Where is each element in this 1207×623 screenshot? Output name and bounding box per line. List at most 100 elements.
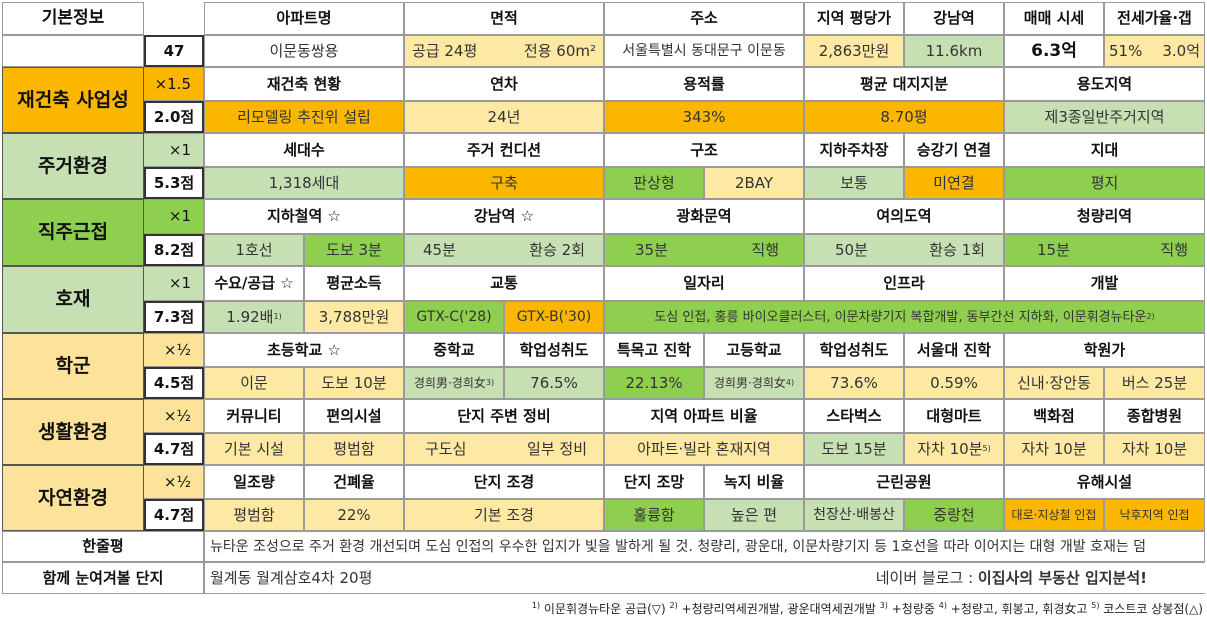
gtx-b: GTX-B('30) xyxy=(504,301,604,333)
header-far: 용적률 xyxy=(604,67,804,101)
footnote-3-text: +청량중 xyxy=(887,602,939,616)
footnote-2-text: +청량리역세권개발, 광운대역세권개발 xyxy=(677,602,880,616)
cheongnyangni-time: 15분 xyxy=(1037,240,1070,259)
middle-school-names: 경희男·경희女 xyxy=(413,376,486,390)
header-transport: 교통 xyxy=(404,266,604,301)
demand-supply-value: 1.92배 xyxy=(226,307,274,326)
school-score: 4.5점 xyxy=(144,367,204,399)
area-supply: 공급 24평 xyxy=(412,41,478,60)
section-school-label: 학군 xyxy=(2,333,144,399)
header-age: 연차 xyxy=(404,67,604,101)
analysis-sheet: 기본정보 47 아파트명 면적 주소 지역 평당가 강남역 매매 시세 전세가율… xyxy=(2,2,1205,594)
surroundings-old: 구도심 xyxy=(425,439,467,458)
compare-complex: 월계동 월계삼호4차 20평 xyxy=(210,568,373,587)
commute-multiplier: ×1 xyxy=(144,199,204,234)
header-sunlight: 일조량 xyxy=(204,465,304,499)
header-snu: 서울대 진학 xyxy=(904,333,1004,367)
header-rebuild-status: 재건축 현황 xyxy=(204,67,404,101)
starbucks-distance: 도보 15분 xyxy=(804,433,904,465)
header-zoning: 용도지역 xyxy=(1004,67,1205,101)
header-area: 면적 xyxy=(404,2,604,35)
header-elementary: 초등학교 ☆ xyxy=(204,333,404,367)
header-address: 주소 xyxy=(604,2,804,35)
mart-distance: 자차 10분 5) xyxy=(904,433,1004,465)
footnote-3-no: 3) xyxy=(879,601,888,610)
gtx-c: GTX-C('28) xyxy=(404,301,504,333)
building-age: 24년 xyxy=(404,101,604,133)
mart-distance-text: 자차 10분 xyxy=(917,439,983,458)
section-rebuild-label: 재건축 사업성 xyxy=(2,67,144,133)
header-hospital: 종합병원 xyxy=(1104,399,1205,433)
header-apt-ratio: 지역 아파트 비율 xyxy=(604,399,804,433)
avg-income: 3,788만원 xyxy=(304,301,404,333)
rebuild-multiplier: ×1.5 xyxy=(144,67,204,101)
basic-info-label: 기본정보 xyxy=(2,2,144,35)
header-structure: 구조 xyxy=(604,133,804,167)
footnote-2-no: 2) xyxy=(669,601,678,610)
high-score: 73.6% xyxy=(804,367,904,399)
yeouido-transfer: 환승 1회 xyxy=(929,240,985,259)
subway-line: 1호선 xyxy=(204,234,304,266)
header-gangnam: 강남역 xyxy=(904,2,1004,35)
compare-row: 월계동 월계삼호4차 20평 네이버 블로그 : 이집사의 부동산 입지분석! xyxy=(204,562,1205,594)
park-mountains: 천장산·배봉산 xyxy=(804,499,904,531)
blog-prefix: 네이버 블로그 : xyxy=(875,568,978,587)
apt-name: 이문동쌍용 xyxy=(204,35,404,67)
living-score: 5.3점 xyxy=(144,167,204,199)
housing-condition: 구축 xyxy=(404,167,604,199)
academy-area: 신내·장안동 xyxy=(1004,367,1104,399)
convenience: 평범함 xyxy=(304,433,404,465)
snu-rate: 0.59% xyxy=(904,367,1004,399)
hazard-road-rail: 대로·지상철 인접 xyxy=(1004,499,1104,531)
header-high: 고등학교 xyxy=(704,333,804,367)
yeouido-time: 50분 xyxy=(835,240,868,259)
life-multiplier: ×½ xyxy=(144,399,204,433)
header-special-hs: 특목고 진학 xyxy=(604,333,704,367)
sunlight: 평범함 xyxy=(204,499,304,531)
nature-multiplier: ×½ xyxy=(144,465,204,499)
landscape: 기본 조경 xyxy=(404,499,604,531)
footnotes: 1) 이문휘경뉴타운 공급(▽) 2) +청량리역세권개발, 광운대역세권개발 … xyxy=(0,600,1203,617)
header-subway: 지하철역 ☆ xyxy=(204,199,404,234)
header-apt-name: 아파트명 xyxy=(204,2,404,35)
community: 기본 시설 xyxy=(204,433,304,465)
header-parking: 지하주차장 xyxy=(804,133,904,167)
gwanghwamun-transfer: 직행 xyxy=(751,240,779,259)
header-jeonse-gap: 전세가율·갭 xyxy=(1104,2,1205,35)
apartment-number: 47 xyxy=(144,35,204,67)
header-development: 개발 xyxy=(1004,266,1205,301)
gangnam-transfer: 환승 2회 xyxy=(529,240,585,259)
living-multiplier: ×1 xyxy=(144,133,204,167)
high-school: 경희男·경희女 4) xyxy=(704,367,804,399)
life-score: 4.7점 xyxy=(144,433,204,465)
rebuild-status: 리모델링 추진위 설립 xyxy=(204,101,404,133)
department-distance: 자차 10분 xyxy=(1004,433,1104,465)
development-projects-text: 도심 인접, 홍릉 바이오클러스터, 이문차량기지 복합개발, 동부간선 지하화… xyxy=(654,309,1147,325)
boom-multiplier: ×1 xyxy=(144,266,204,301)
header-landscape: 단지 조경 xyxy=(404,465,604,499)
development-projects: 도심 인접, 홍릉 바이오클러스터, 이문차량기지 복합개발, 동부간선 지하화… xyxy=(604,301,1205,333)
yeouido-commute: 50분 환승 1회 xyxy=(804,234,1004,266)
header-high-score: 학업성취도 xyxy=(804,333,904,367)
cheongnyangni-transfer: 직행 xyxy=(1160,240,1188,259)
surroundings-partial: 일부 정비 xyxy=(527,439,587,458)
park-stream: 중랑천 xyxy=(904,499,1004,531)
section-boom-label: 호재 xyxy=(2,266,144,333)
header-gwanghwamun: 광화문역 xyxy=(604,199,804,234)
section-living-label: 주거환경 xyxy=(2,133,144,199)
academy-bus: 버스 25분 xyxy=(1104,367,1205,399)
price-per-pyeong: 2,863만원 xyxy=(804,35,904,67)
blog-credit: 네이버 블로그 : 이집사의 부동산 입지분석! xyxy=(875,568,1147,587)
header-park: 근린공원 xyxy=(804,465,1004,499)
footnote-1-no: 1) xyxy=(531,601,541,610)
gap: 3.0억 xyxy=(1162,41,1200,60)
middle-school: 경희男·경희女 3) xyxy=(404,367,504,399)
structure-type: 판상형 xyxy=(604,167,704,199)
apt-ratio: 아파트·빌라 혼재지역 xyxy=(604,433,804,465)
header-gangnam-station: 강남역 ☆ xyxy=(404,199,604,234)
basic-info-blank xyxy=(2,35,144,67)
header-academy: 학원가 xyxy=(1004,333,1205,367)
section-nature-label: 자연환경 xyxy=(2,465,144,531)
header-community: 커뮤니티 xyxy=(204,399,304,433)
header-demand-supply: 수요/공급 ☆ xyxy=(204,266,304,301)
